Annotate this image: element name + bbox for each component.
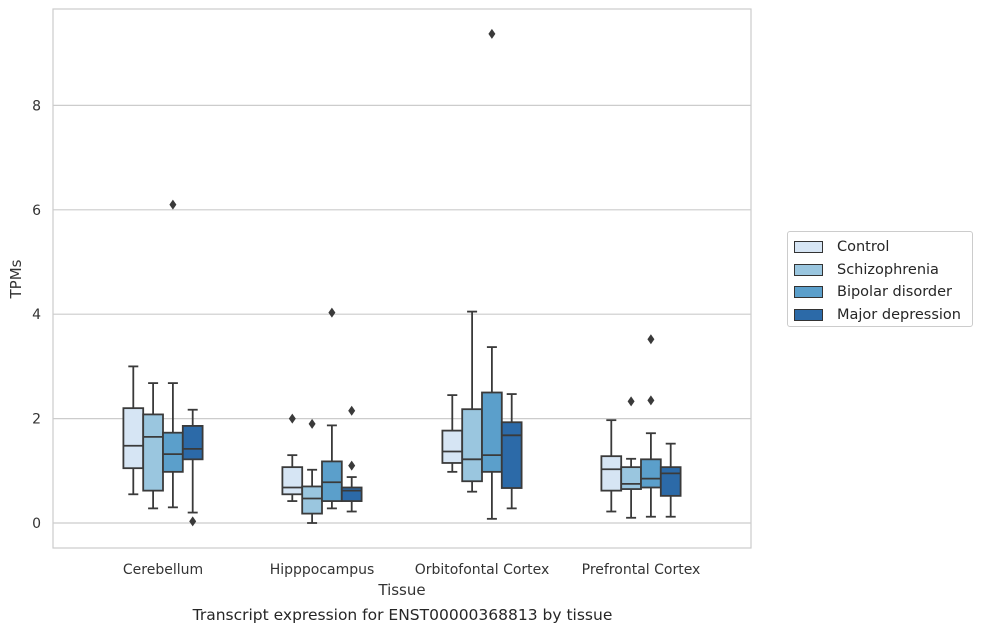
box-body	[162, 431, 184, 473]
x-tick-labels: Cerebellum Hipppocampus Orbitofontal Corte…	[123, 562, 700, 578]
box-body	[122, 407, 145, 470]
outlier-point	[488, 28, 496, 39]
box-body	[340, 486, 363, 502]
x-tick-label: Orbitofontal Cortex	[415, 562, 550, 578]
outlier-point	[647, 334, 655, 345]
box-body	[620, 466, 642, 490]
x-tick-label: Prefrontal Cortex	[582, 562, 701, 578]
box-body	[461, 408, 483, 483]
y-tick-label: 4	[32, 307, 41, 323]
box-body	[181, 425, 204, 461]
box-body	[441, 429, 464, 464]
legend-item: Major depression	[794, 304, 966, 327]
legend-label: Schizophrenia	[837, 261, 939, 278]
legend-swatch	[794, 241, 823, 254]
box-2-2	[481, 28, 503, 520]
legend-item: Schizophrenia	[794, 259, 966, 282]
box-0-2	[162, 199, 184, 509]
y-axis-label: TPMs	[7, 259, 25, 299]
x-tick-label: Cerebellum	[123, 562, 203, 578]
chart-caption: Transcript expression for ENST0000036881…	[192, 606, 613, 624]
outlier-point	[647, 395, 655, 406]
y-tick-label: 2	[32, 412, 41, 428]
box-body	[281, 466, 304, 496]
box-body	[481, 391, 503, 473]
outlier-point	[169, 199, 177, 210]
box-body	[142, 413, 164, 492]
box-body	[301, 485, 323, 515]
y-tick-label: 8	[32, 98, 41, 114]
box-2-3	[500, 393, 523, 510]
y-tick-labels: 0 2 4 6 8	[32, 98, 41, 532]
box-body	[640, 458, 662, 489]
box-1-2	[321, 307, 343, 510]
grid-lines	[53, 104, 751, 524]
outlier-point	[189, 516, 197, 527]
outlier-point	[328, 307, 336, 318]
box-body	[600, 455, 623, 492]
legend-swatch	[794, 286, 823, 299]
x-axis-label: Tissue	[377, 581, 425, 599]
box-3-2	[640, 334, 662, 518]
outlier-point	[627, 396, 635, 407]
box-0-1	[142, 382, 164, 510]
outlier-point	[308, 418, 316, 429]
legend-swatch	[794, 263, 823, 276]
box-3-0	[600, 419, 623, 513]
legend-item: Control	[794, 236, 966, 259]
box-0-0	[122, 365, 145, 496]
box-1-1	[301, 418, 323, 524]
box-2-1	[461, 310, 483, 493]
y-tick-label: 0	[32, 516, 41, 532]
plot-area-frame	[52, 8, 752, 549]
boxes	[122, 28, 682, 527]
legend-swatch	[794, 308, 823, 321]
outlier-point	[348, 405, 356, 416]
box-0-3	[181, 408, 204, 527]
legend-label: Control	[837, 239, 890, 256]
box-1-3	[340, 405, 363, 513]
box-body	[659, 466, 682, 497]
box-body	[500, 421, 523, 489]
legend: Control Schizophrenia Bipolar disorder Majo…	[787, 231, 973, 327]
legend-label: Major depression	[837, 306, 961, 323]
box-3-1	[620, 396, 642, 519]
box-1-0	[281, 413, 304, 502]
y-tick-label: 6	[32, 203, 41, 219]
outlier-point	[348, 460, 356, 471]
outlier-point	[288, 413, 296, 424]
box-2-0	[441, 394, 464, 473]
x-tick-label: Hipppocampus	[270, 562, 375, 578]
box-body	[321, 460, 343, 502]
legend-label: Bipolar disorder	[837, 284, 952, 301]
box-3-3	[659, 442, 682, 518]
legend-item: Bipolar disorder	[794, 281, 966, 304]
